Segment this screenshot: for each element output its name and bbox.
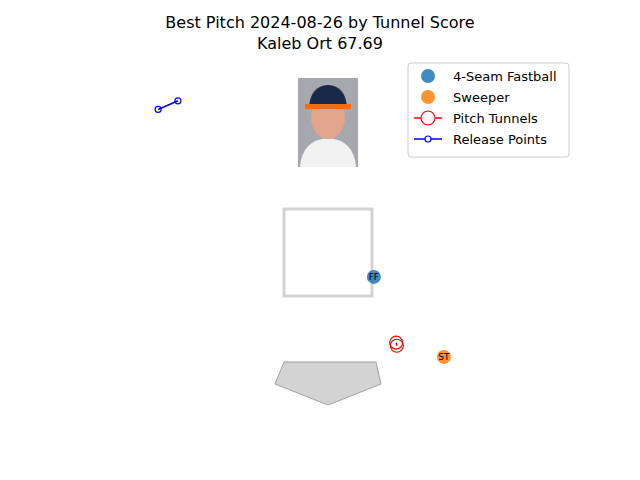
plot-area (155, 98, 451, 364)
point (175, 98, 181, 104)
legend-marker (425, 136, 431, 142)
legend-label: Release Points (453, 132, 547, 147)
legend-label: Sweeper (453, 90, 510, 105)
strike-zone (284, 209, 372, 296)
marker-label: ST (438, 352, 450, 362)
headshot-brim (305, 104, 351, 109)
legend-marker (421, 90, 435, 104)
headshot (298, 78, 358, 167)
legend: 4-Seam Fastball Sweeper Pitch Tunnels Relea… (408, 63, 569, 157)
title: Best Pitch 2024-08-26 by Tunnel Score (165, 13, 474, 32)
chart: Best Pitch 2024-08-26 by Tunnel Score Kal… (0, 0, 640, 480)
subtitle: Kaleb Ort 67.69 (257, 34, 383, 53)
legend-label: 4-Seam Fastball (453, 69, 557, 84)
home-plate (275, 362, 381, 405)
series-line (395, 343, 397, 346)
headshot-bg (298, 78, 358, 167)
marker-label: FF (369, 272, 379, 282)
legend-box (408, 63, 569, 157)
legend-marker (421, 69, 435, 83)
point (367, 270, 381, 284)
headshot-shirt (300, 138, 356, 167)
legend-label: Pitch Tunnels (453, 111, 538, 126)
point (437, 350, 451, 364)
point (390, 339, 403, 352)
point (155, 106, 161, 112)
marker-labels: FF ST (369, 272, 450, 362)
legend-marker (421, 111, 435, 125)
